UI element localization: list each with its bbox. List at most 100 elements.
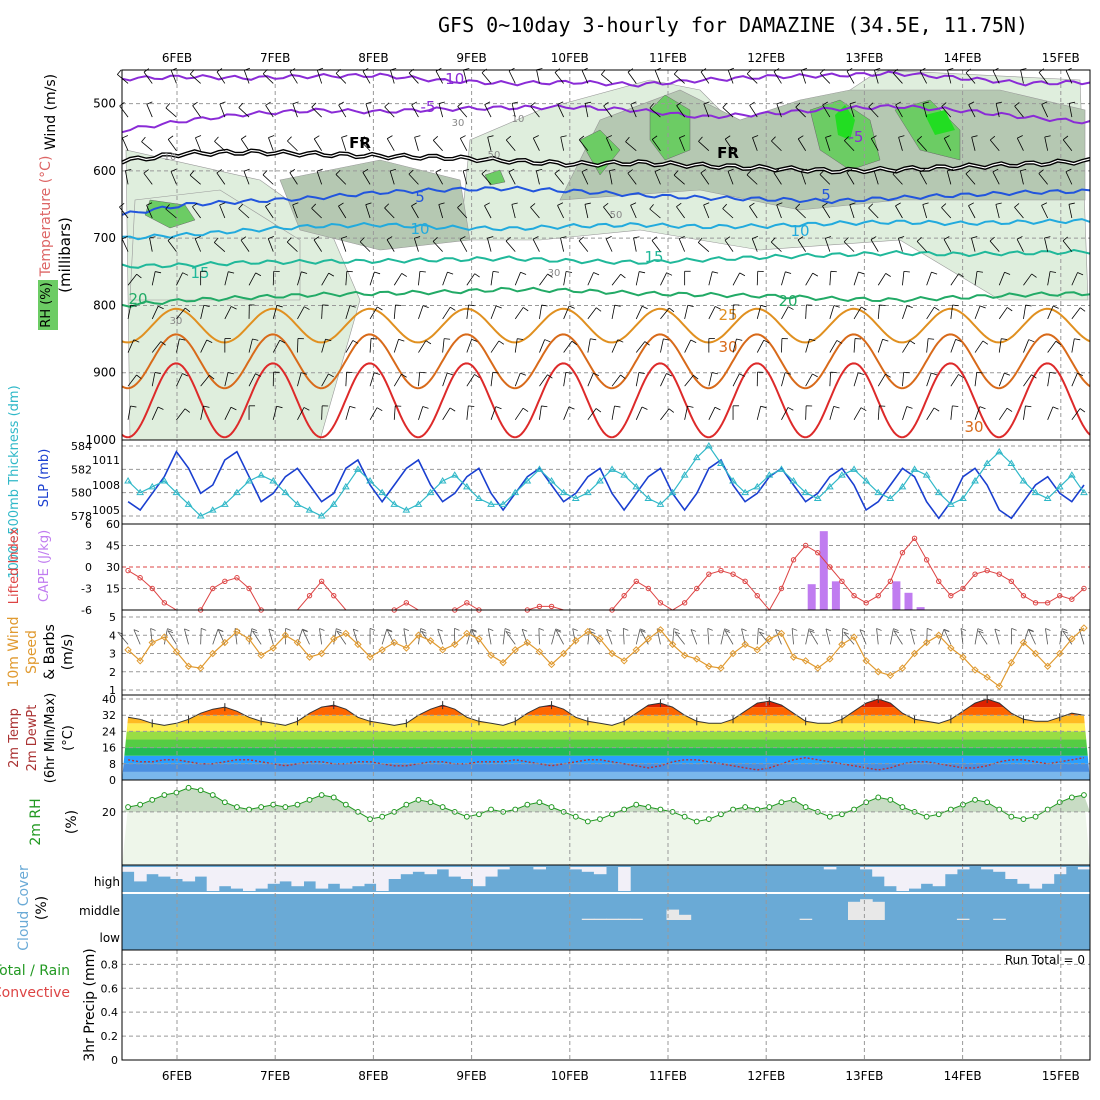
wind-barb [630,101,637,118]
cloud-middle-gap [799,918,813,920]
wind-barb-flag [727,168,734,172]
wind-barb-staff [635,372,640,387]
isotherm-label: FR [349,134,371,152]
wind-barb-staff [224,306,232,320]
wind-barb-staff [466,339,473,353]
wind-barb [722,102,734,118]
wind-barb-flag [982,340,989,345]
wind-barb [603,101,613,118]
isotherm-label: -5 [849,128,864,146]
surface-wind-barb-staff [505,631,516,645]
temp-band [122,731,1090,740]
wind-barb-flag [328,373,334,378]
wind-barb [1065,168,1073,185]
surface-wind-barb-flag [977,628,983,631]
rh2m-point [621,806,628,813]
surface-wind-barb-staff [437,629,444,645]
surface-wind-barb-staff [825,628,831,645]
surface-wind-barb-flag [808,628,815,632]
thickness-point [354,465,362,472]
wind-barb [877,373,891,387]
wind-barb-flag [895,202,901,207]
wind-barb-flag [590,338,597,341]
wind-barb-staff [165,208,177,219]
wind-barb-staff [877,273,887,286]
lifted-line [127,537,1085,611]
wind-barb-flag [450,306,456,311]
wind-barb-staff [1071,338,1075,353]
wind-speed-point [1068,635,1076,643]
wind-barb-staff [611,305,616,319]
wind-barb-flag [401,373,407,378]
wind-barb-staff [727,70,734,84]
wind-barb-staff [727,171,734,185]
wind-barb-staff [587,272,594,286]
cloud-middle-gap [581,918,595,920]
wind-barb-staff [146,104,153,118]
wind-barb-staff [514,407,524,421]
wind-speed-point [717,664,725,672]
rh2m-point [790,796,797,803]
wind-barb-staff [272,305,278,320]
surface-wind-barb-flag [690,629,697,632]
wind-barb [413,236,421,252]
wind-speed-point [596,635,604,643]
wind-barb-flag [314,135,320,140]
surface-wind-barb-staff [775,629,782,645]
wind-barb-staff [781,306,789,320]
surface-wind-barb-flag [572,628,578,632]
wind-barb-staff [651,139,661,151]
rh2m-point [693,818,700,825]
wind-barb-flag [565,371,572,374]
wind-speed-point [632,646,640,654]
wind-barb [505,236,516,252]
wind-barb [1038,68,1048,84]
wind-barb-flag [195,135,202,139]
cloud-high-gap [884,867,897,887]
wind-barb-flag [836,340,843,344]
wind-barb-staff [563,406,570,420]
wind-barb-flag [447,271,454,275]
wind-barb-flag [578,236,584,242]
thickness-point [245,477,253,484]
wind-barb-flag [1055,340,1061,346]
wind-barb-flag [523,307,529,312]
wind-barb-flag [349,405,356,409]
wind-barb [654,168,661,185]
wind-barb [360,136,371,152]
thickness-point [874,488,883,496]
wind-barb-flag [184,408,191,413]
wind-barb-flag [698,136,703,142]
wind-barb-staff [630,104,637,118]
date-label-top: 6FEB [162,51,192,65]
wind-barb-flag [968,202,974,206]
wind-barb-flag [1077,372,1083,377]
wind-barb-flag [593,372,599,377]
thickness-point [704,442,713,449]
wind-barb [1014,102,1024,118]
wind-barb-staff [902,406,908,420]
wind-barb-staff [708,407,716,420]
wind-barb-staff [418,305,424,320]
date-label-top: 12FEB [747,51,785,65]
cloud-high-gap [218,867,232,887]
wind-barb [853,338,862,353]
wind-barb-staff [335,174,347,185]
wind-barb-flag [882,338,889,342]
wind-barb [651,135,661,151]
thickness-point [462,482,471,490]
wind-barb-staff [1068,204,1073,219]
wind-barb [213,237,226,252]
wind-barb [481,169,492,185]
wind-barb [369,338,378,353]
wind-barb-flag [617,339,624,343]
cloud-high-gap [932,867,946,887]
surface-wind-barb [336,630,347,645]
wind-barb-staff [413,238,419,252]
wind-barb-flag [941,203,947,208]
wind-barb [194,236,202,252]
wind-barb [272,270,280,286]
wind-barb [340,236,348,252]
wind-barb-staff [943,138,952,151]
surface-wind-barb-staff [551,628,557,645]
